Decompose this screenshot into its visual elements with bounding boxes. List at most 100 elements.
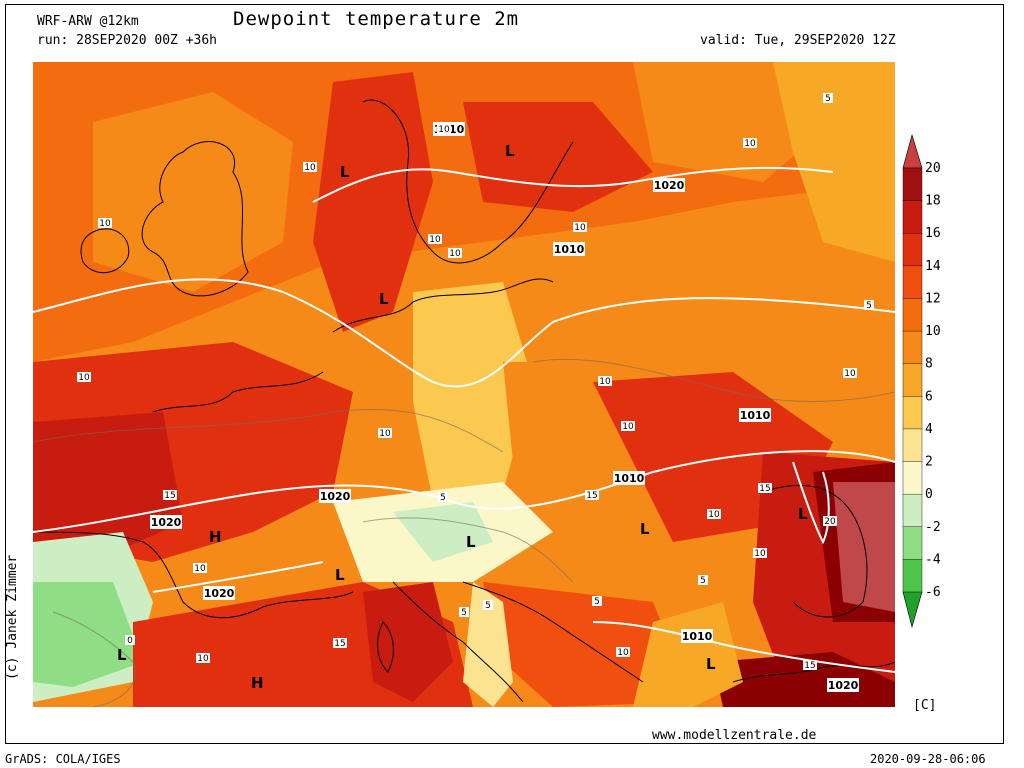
- region-alps-high: [393, 502, 493, 562]
- svg-text:5: 5: [700, 576, 706, 586]
- contour-label: 15: [333, 638, 347, 649]
- colorbar-segment: [902, 493, 923, 528]
- svg-text:1020: 1020: [320, 490, 351, 503]
- website-label: www.modellzentrale.de: [652, 728, 817, 743]
- contour-label: 10: [98, 218, 112, 229]
- svg-text:1020: 1020: [654, 179, 685, 192]
- contour-label: 5: [438, 492, 448, 503]
- svg-text:1020: 1020: [151, 516, 182, 529]
- svg-text:15: 15: [586, 491, 597, 501]
- contour-label: 15: [758, 483, 772, 494]
- high-center: H: [209, 528, 222, 546]
- timestamp-label: 2020-09-28-06:06: [870, 752, 986, 766]
- svg-text:5: 5: [440, 493, 446, 503]
- svg-text:20: 20: [824, 517, 836, 527]
- colorbar-bottom-arrow: [902, 591, 923, 629]
- colorbar-tick-label: 8: [925, 357, 933, 372]
- contour-label: 10: [378, 428, 392, 439]
- contour-label: 10: [428, 234, 442, 245]
- valid-time-label: valid: Tue, 29SEP2020 12Z: [700, 33, 896, 48]
- colorbar-segment: [902, 233, 923, 267]
- dewpoint-map: 1020 1020 1020 1020 1020 1010 1010 1010 …: [33, 62, 895, 707]
- contour-label: 10: [303, 162, 317, 173]
- high-center: H: [251, 674, 264, 692]
- svg-text:10: 10: [99, 219, 111, 229]
- svg-text:15: 15: [334, 639, 345, 649]
- svg-text:1020: 1020: [828, 679, 859, 692]
- svg-text:10: 10: [622, 422, 634, 432]
- contour-label: 15: [585, 490, 599, 501]
- low-center: L: [335, 566, 345, 584]
- contour-labels: 10 10 10 10 10 10 10 10 10 10 10 10 10 1…: [77, 93, 874, 671]
- model-label: WRF-ARW @12km: [37, 14, 139, 29]
- pressure-label: 1010: [553, 242, 585, 256]
- low-center: L: [640, 520, 650, 538]
- colorbar-segment: [902, 559, 923, 593]
- svg-text:5: 5: [485, 601, 491, 611]
- svg-text:10: 10: [194, 564, 206, 574]
- svg-text:15: 15: [164, 491, 175, 501]
- svg-text:1010: 1010: [554, 243, 585, 256]
- region-black-sea: [833, 482, 895, 612]
- svg-text:15: 15: [759, 484, 770, 494]
- colorbar-tick-label: -4: [925, 552, 941, 567]
- colorbar-tick-label: 2: [925, 455, 933, 470]
- contour-label: 5: [483, 600, 493, 611]
- svg-text:10: 10: [574, 223, 586, 233]
- contour-label: 10: [437, 124, 451, 135]
- colorbar-segments: [902, 167, 923, 593]
- colorbar-tick-label: -6: [925, 585, 941, 600]
- colorbar-segment: [902, 167, 923, 202]
- region-germany-dry: [413, 282, 533, 502]
- svg-text:10: 10: [304, 163, 316, 173]
- region-balkan-mountains: [633, 602, 743, 707]
- colorbar-tick-label: 6: [925, 389, 933, 404]
- svg-text:10: 10: [438, 125, 450, 135]
- svg-text:10: 10: [744, 139, 756, 149]
- region-north-sea-warm: [313, 72, 433, 332]
- svg-text:10: 10: [754, 549, 766, 559]
- colorbar-tick-label: 14: [925, 259, 941, 274]
- colorbar-tick-label: 12: [925, 291, 941, 306]
- figure-frame: [5, 4, 1004, 744]
- low-center: L: [340, 163, 350, 181]
- svg-text:5: 5: [461, 608, 467, 618]
- colorbar-segment: [902, 200, 923, 234]
- pressure-labels: 1020 1020 1020 1020 1020 1010 1010 1010 …: [150, 122, 859, 692]
- contour-label: 10: [193, 563, 207, 574]
- colorbar-segment: [902, 461, 923, 495]
- svg-text:10: 10: [844, 369, 856, 379]
- svg-text:10: 10: [708, 510, 720, 520]
- svg-text:1010: 1010: [740, 409, 771, 422]
- svg-text:10: 10: [617, 648, 629, 658]
- credit-label: (c) Janek Zimmer: [5, 554, 20, 680]
- colorbar-segment: [902, 298, 923, 332]
- colorbar-segment: [902, 428, 923, 463]
- svg-text:1020: 1020: [204, 587, 235, 600]
- low-center: L: [379, 290, 389, 308]
- map-title: Dewpoint temperature 2m: [233, 8, 520, 30]
- pressure-label: 1020: [653, 178, 685, 192]
- grads-label: GrADS: COLA/IGES: [5, 752, 121, 766]
- svg-text:5: 5: [825, 94, 831, 104]
- region-iberia-very-dry: [33, 582, 143, 687]
- region-far-northeast: [773, 62, 895, 262]
- svg-text:1010: 1010: [614, 472, 645, 485]
- colorbar-unit: [C]: [913, 698, 937, 713]
- region-british-isles: [93, 92, 293, 292]
- colorbar-top-arrow: [902, 133, 923, 169]
- pressure-label: 1010: [681, 629, 713, 643]
- region-tyrrhenian: [363, 582, 453, 702]
- svg-text:0: 0: [127, 636, 133, 646]
- colorbar-segment: [902, 330, 923, 365]
- contour-label: 10: [843, 368, 857, 379]
- dewpoint-contours: [33, 358, 895, 707]
- colorbar-tick-label: 10: [925, 324, 941, 339]
- low-center: L: [706, 655, 716, 673]
- svg-text:10: 10: [429, 235, 441, 245]
- colorbar-tick-label: 20: [925, 161, 941, 176]
- pressure-label: 1020: [150, 515, 182, 529]
- svg-text:10: 10: [449, 249, 461, 259]
